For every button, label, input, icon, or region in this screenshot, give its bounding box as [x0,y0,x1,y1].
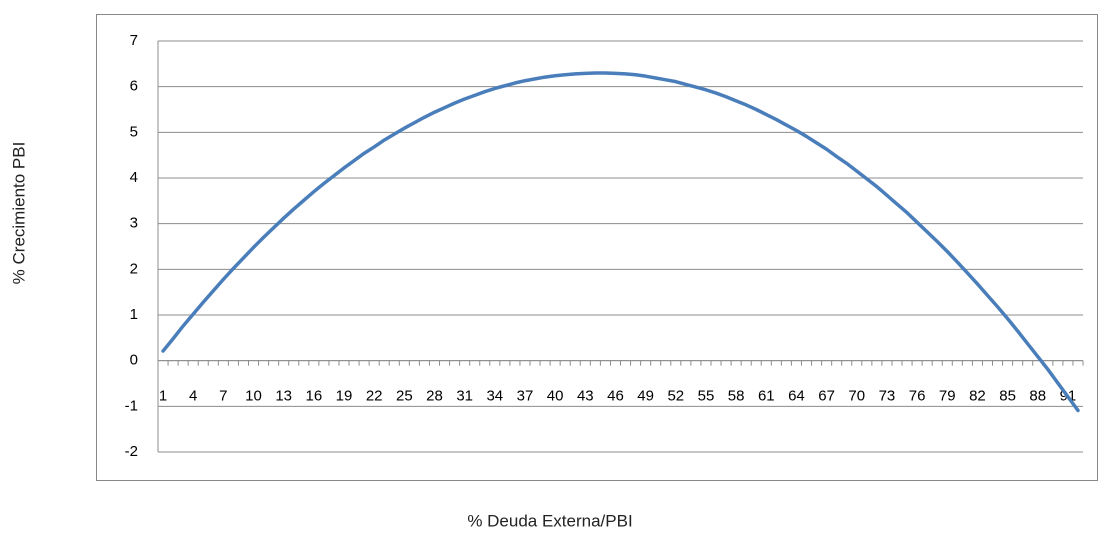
y-tick-label: 5 [130,123,138,140]
y-tick-label: 2 [130,260,138,277]
x-axis-title: % Deuda Externa/PBI [467,511,632,530]
x-tick-label: 85 [999,388,1016,405]
x-tick-label: 79 [939,388,956,405]
x-tick-label: 31 [456,388,473,405]
x-tick-label: 19 [336,388,353,405]
x-tick-label: 58 [728,388,745,405]
x-tick-label: 37 [517,388,534,405]
x-tick-label: 1 [159,388,167,405]
y-axis-title: % Crecimiento PBI [9,142,28,285]
x-tick-label: 55 [698,388,715,405]
y-tick-label: 6 [130,78,138,95]
x-tick-label: 7 [219,388,227,405]
chart-border [96,14,1098,481]
x-tick-label: 16 [305,388,322,405]
x-tick-label: 73 [879,388,896,405]
x-tick-label: 64 [788,388,805,405]
y-tick-label: -2 [125,443,138,460]
x-tick-label: 61 [758,388,775,405]
x-tick-label: 82 [969,388,986,405]
y-tick-label: 4 [130,169,138,186]
x-tick-label: 70 [848,388,865,405]
x-tick-label: 88 [1029,388,1046,405]
y-tick-label: -1 [125,397,138,414]
data-line [161,71,1080,413]
x-tick-label: 22 [366,388,383,405]
x-tick-label: 76 [909,388,926,405]
x-tick-label: 40 [547,388,564,405]
x-tick-label: 28 [426,388,443,405]
x-tick-label: 46 [607,388,624,405]
y-tick-label: 1 [130,306,138,323]
x-tick-label: 67 [818,388,835,405]
x-tick-label: 4 [189,388,197,405]
y-tick-label: 7 [130,32,138,49]
y-tick-label: 3 [130,215,138,232]
x-tick-label: 25 [396,388,413,405]
x-tick-label: 13 [275,388,292,405]
x-tick-label: 49 [637,388,654,405]
x-tick-label: 34 [486,388,503,405]
x-tick-label: 43 [577,388,594,405]
x-tick-label: 52 [667,388,684,405]
x-tick-label: 10 [245,388,262,405]
y-tick-label: 0 [130,352,138,369]
